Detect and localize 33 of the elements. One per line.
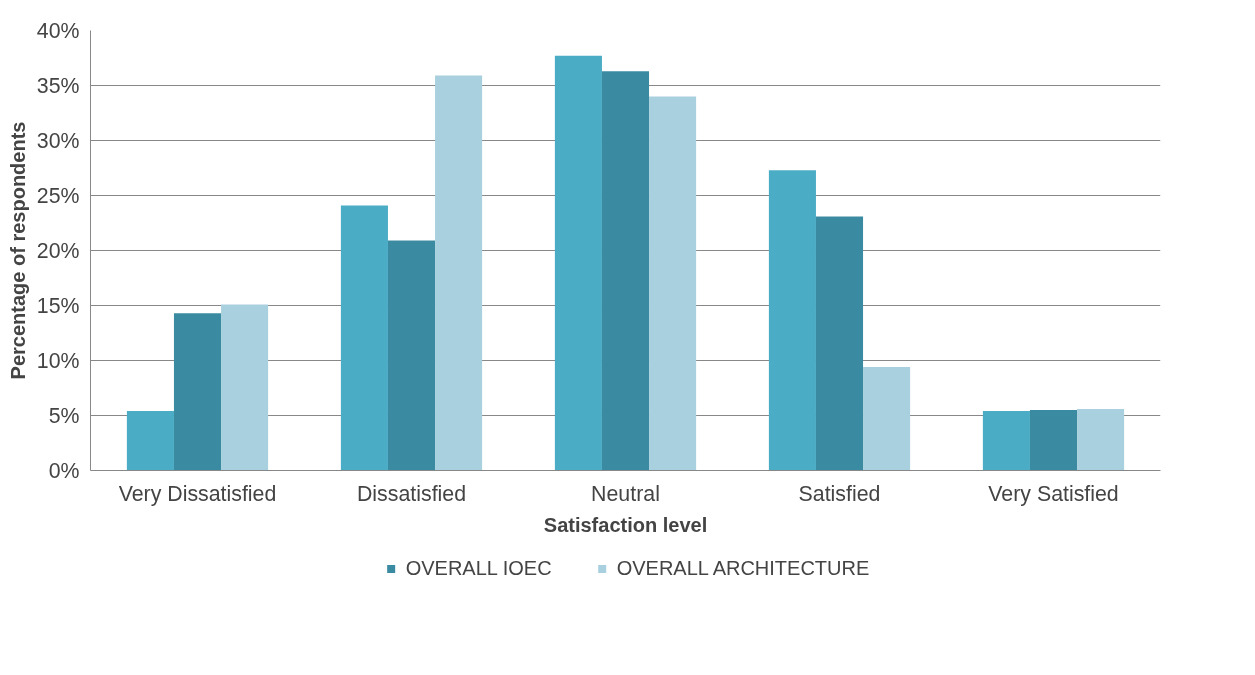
bar xyxy=(173,313,222,471)
legend-label: OVERALL IOEC xyxy=(405,556,552,580)
y-tick-label: 30% xyxy=(36,128,80,153)
bar xyxy=(1029,410,1078,471)
bar xyxy=(982,411,1030,471)
bar xyxy=(554,55,602,471)
bar xyxy=(649,96,697,471)
bar xyxy=(340,205,388,471)
bar xyxy=(387,240,436,471)
y-tick-label: 15% xyxy=(36,293,80,318)
bar xyxy=(221,304,269,471)
x-tick-label: Satisfied xyxy=(798,481,881,506)
y-tick-label: 25% xyxy=(36,183,80,208)
bar xyxy=(863,367,911,471)
legend-label: OVERALL ARCHITECTURE xyxy=(616,556,870,580)
x-tick-label: Very Satisfied xyxy=(988,481,1119,506)
bar xyxy=(601,71,650,471)
x-axis-title: Satisfaction level xyxy=(543,513,708,536)
y-tick-label: 35% xyxy=(36,73,80,98)
bar xyxy=(1077,408,1125,471)
y-tick-label: 20% xyxy=(36,238,80,263)
x-tick-label: Neutral xyxy=(591,481,660,506)
bar xyxy=(435,75,483,471)
y-tick-label: 40% xyxy=(36,18,80,43)
bar xyxy=(815,216,864,471)
y-tick-label: 10% xyxy=(36,348,80,373)
y-tick-label: 5% xyxy=(48,403,80,428)
y-tick-label: 0% xyxy=(48,458,80,483)
x-tick-label: Dissatisfied xyxy=(356,481,467,506)
bar xyxy=(126,411,174,471)
bar xyxy=(768,170,816,471)
x-tick-label: Very Dissatisfied xyxy=(118,481,277,506)
y-axis-title: Percentage of respondents xyxy=(6,121,29,380)
